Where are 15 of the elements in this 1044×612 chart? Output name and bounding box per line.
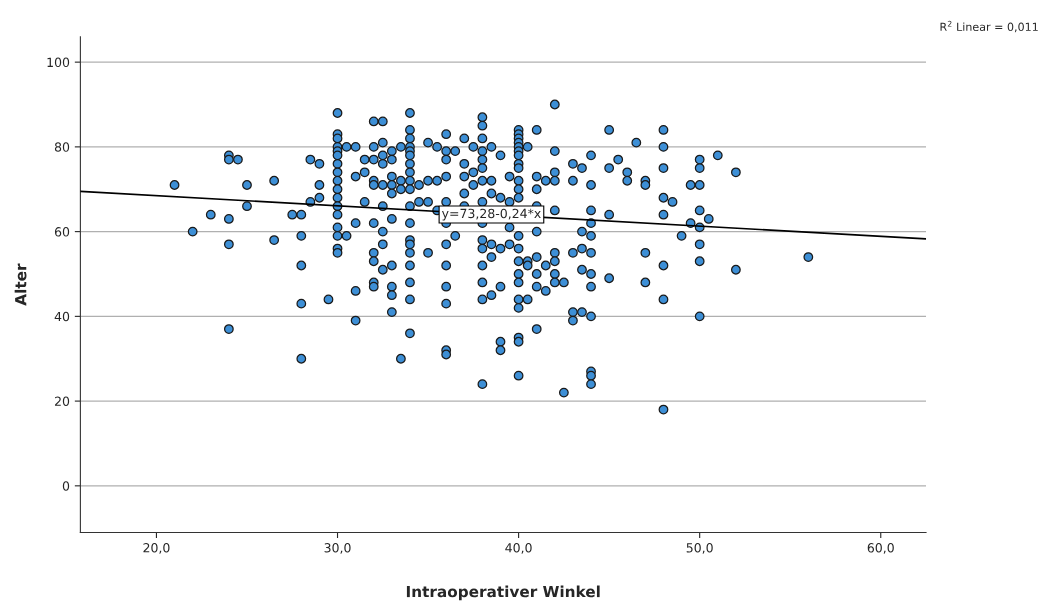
x-tick-label: 30,0 [324, 543, 351, 554]
x-tick-label: 50,0 [686, 543, 713, 554]
y-tick-label: 20 [54, 396, 70, 407]
text: R$^{2}$ Linear = 0,011 [940, 20, 1038, 33]
x-tick-label: 60,0 [867, 543, 894, 554]
x-axis-title: Intraoperativer Winkel [406, 585, 600, 601]
y-tick-label: 0 [62, 481, 70, 491]
annotation: y=73,28-0,24*x [441, 208, 541, 221]
y-tick-label: 80 [54, 142, 70, 152]
y-tick-label: 60 [54, 227, 70, 237]
x-tick-label: 40,0 [505, 543, 532, 554]
x-tick-label: 20,0 [143, 543, 170, 554]
y-axis-title: Alter [14, 263, 27, 306]
y-tick-label: 40 [54, 311, 70, 322]
y-tick-label: 100 [47, 57, 70, 68]
